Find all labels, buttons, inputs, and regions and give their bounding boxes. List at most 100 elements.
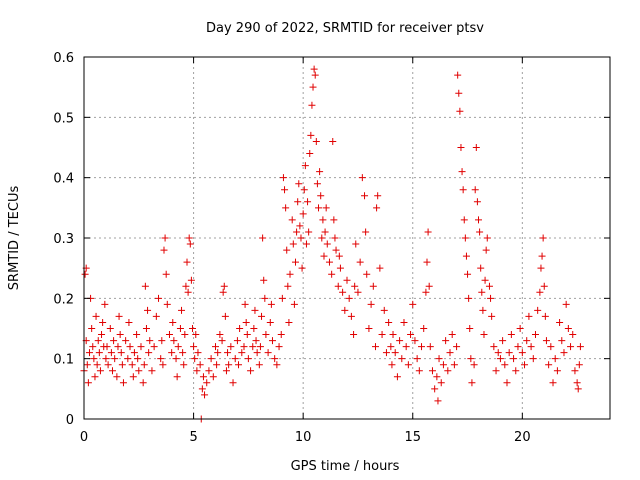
data-point <box>170 337 178 345</box>
data-point <box>296 222 304 230</box>
data-point <box>459 186 467 194</box>
data-point <box>181 331 189 339</box>
y-tick-label: 0.4 <box>53 172 74 187</box>
data-point <box>152 312 160 320</box>
data-point <box>146 337 154 345</box>
data-point <box>467 355 475 363</box>
data-point <box>169 318 177 326</box>
data-point <box>214 349 222 357</box>
data-point <box>328 270 336 278</box>
data-point <box>415 367 423 375</box>
data-point <box>460 216 468 224</box>
data-point <box>373 204 381 212</box>
data-point <box>575 361 583 369</box>
data-point <box>473 198 481 206</box>
data-point <box>229 379 237 387</box>
data-point <box>278 294 286 302</box>
data-point <box>352 240 360 248</box>
data-point <box>277 331 285 339</box>
x-tick-label: 20 <box>514 430 531 445</box>
data-point <box>286 270 294 278</box>
data-point <box>264 349 272 357</box>
data-point <box>183 258 191 266</box>
data-point <box>424 228 432 236</box>
data-point <box>428 367 436 375</box>
data-point <box>243 331 251 339</box>
data-point <box>488 312 496 320</box>
data-point <box>461 234 469 242</box>
data-point <box>387 343 395 351</box>
data-point <box>560 349 568 357</box>
data-point <box>389 331 397 339</box>
data-point <box>478 288 486 296</box>
data-point <box>133 331 141 339</box>
data-point <box>104 361 112 369</box>
data-point <box>402 343 410 351</box>
data-point <box>345 294 353 302</box>
data-point <box>567 343 575 351</box>
data-point <box>262 331 270 339</box>
data-point <box>247 367 255 375</box>
data-point <box>490 343 498 351</box>
data-point <box>446 349 454 357</box>
data-point <box>363 270 371 278</box>
data-point <box>411 337 419 345</box>
data-point <box>442 337 450 345</box>
data-point <box>299 210 307 218</box>
data-point <box>354 288 362 296</box>
data-point <box>391 349 399 357</box>
data-point <box>501 361 509 369</box>
data-point <box>126 343 134 351</box>
data-point <box>242 318 250 326</box>
data-point <box>454 71 462 79</box>
data-point <box>139 379 147 387</box>
data-point <box>367 300 375 308</box>
data-point <box>92 312 100 320</box>
data-point <box>94 337 102 345</box>
data-point <box>157 355 165 363</box>
data-point <box>192 331 200 339</box>
data-point <box>444 367 452 375</box>
data-point <box>539 234 547 242</box>
data-point <box>301 162 309 170</box>
data-point <box>116 331 124 339</box>
x-tick-label: 15 <box>404 430 421 445</box>
data-point <box>339 288 347 296</box>
data-point <box>542 337 550 345</box>
data-point <box>118 361 126 369</box>
data-point <box>423 258 431 266</box>
data-point <box>168 349 176 357</box>
data-point <box>281 186 289 194</box>
data-point <box>187 276 195 284</box>
data-point <box>201 391 209 399</box>
data-point <box>569 331 577 339</box>
chart-title: Day 290 of 2022, SRMTID for receiver pts… <box>206 21 484 36</box>
data-point <box>284 282 292 290</box>
data-point <box>253 349 261 357</box>
data-point <box>477 264 485 272</box>
data-point <box>518 349 526 357</box>
data-point <box>564 325 572 332</box>
data-point <box>130 349 138 357</box>
data-point <box>302 240 310 248</box>
data-point <box>209 373 217 381</box>
data-point <box>128 361 136 369</box>
data-point <box>163 300 171 308</box>
data-point <box>122 337 130 345</box>
data-point <box>218 337 226 345</box>
data-point <box>285 318 293 326</box>
data-point <box>537 264 545 272</box>
data-point <box>135 367 143 375</box>
data-point <box>398 355 406 363</box>
data-point <box>119 379 127 387</box>
data-point <box>256 343 264 351</box>
data-point <box>107 349 115 357</box>
data-point <box>362 228 370 236</box>
data-point <box>141 282 149 290</box>
data-point <box>527 343 535 351</box>
data-point <box>409 300 417 308</box>
data-point <box>162 270 170 278</box>
data-point <box>549 379 557 387</box>
data-point <box>531 331 539 339</box>
